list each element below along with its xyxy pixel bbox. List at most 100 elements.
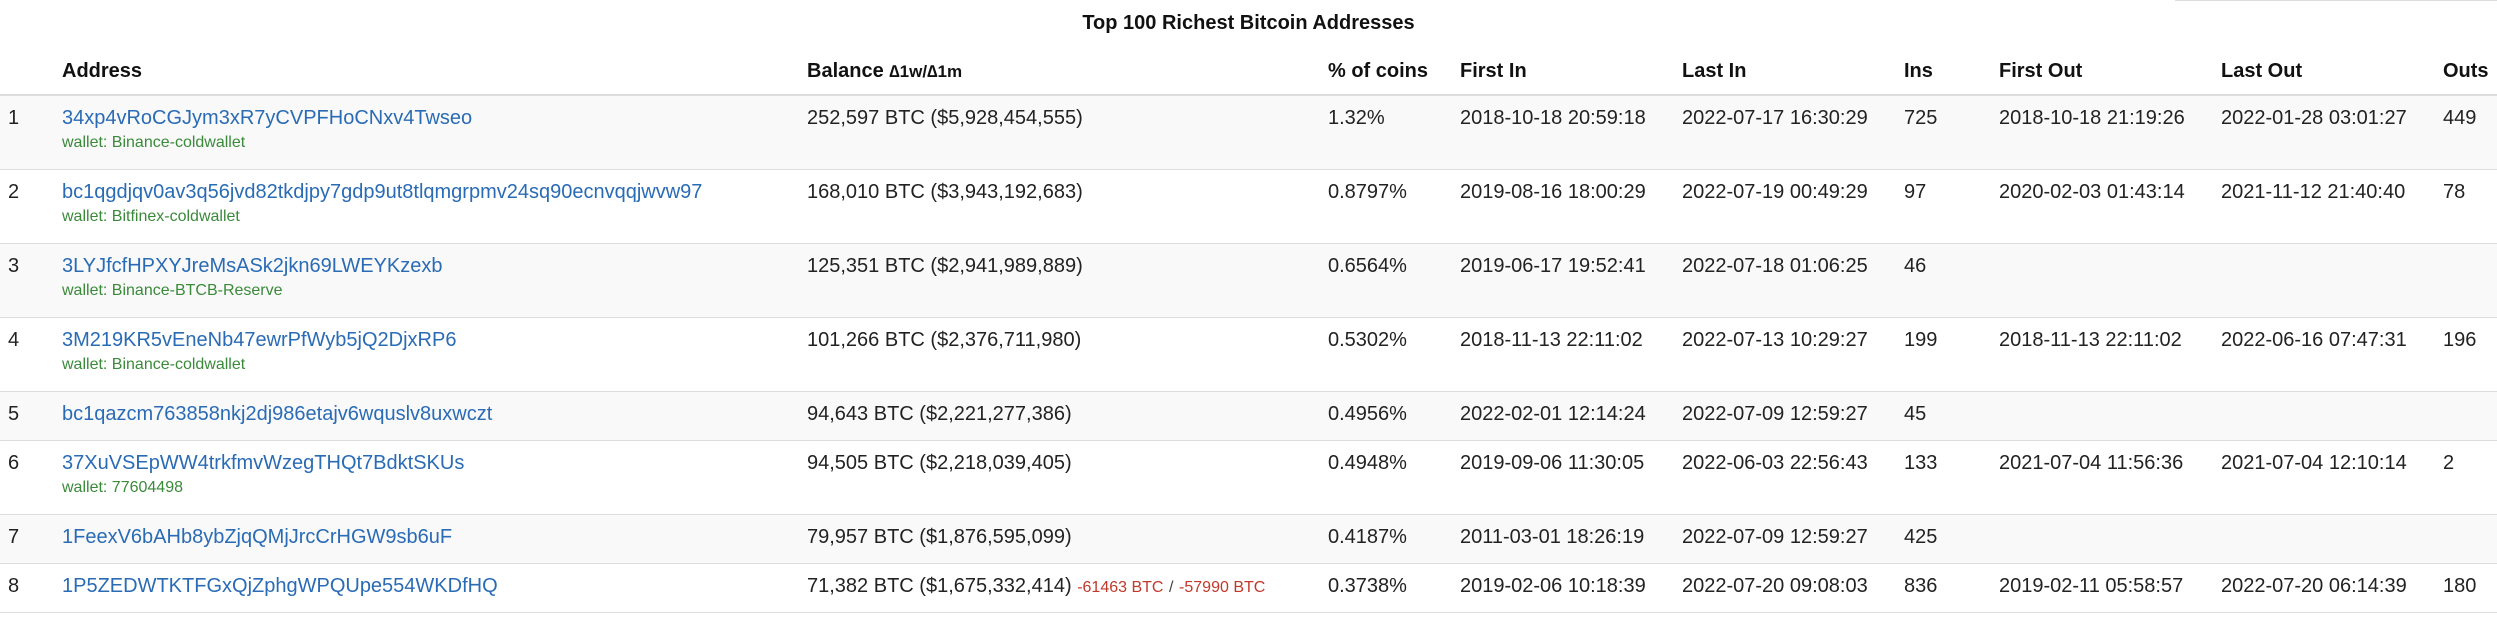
pct-value: 0.4956% <box>1328 403 1407 425</box>
col-balance-header[interactable]: Balance ∆1w/∆1m <box>799 48 1320 96</box>
outs-value: 2 <box>2443 452 2455 474</box>
outs-value: 196 <box>2443 329 2477 351</box>
first-out-value <box>1999 515 2205 526</box>
wallet-link[interactable]: wallet: 77604498 <box>62 479 183 496</box>
outs-value <box>2443 515 2489 526</box>
col-first-in-header[interactable]: First In <box>1452 48 1674 96</box>
first-out-value: 2019-02-11 05:58:57 <box>1999 575 2184 597</box>
last-out-value: 2022-07-20 06:14:39 <box>2221 575 2407 597</box>
address-link[interactable]: 1FeexV6bAHb8ybZjqQMjJrcCrHGW9sb6uF <box>62 526 453 548</box>
last-in-value: 2022-07-09 12:59:27 <box>1682 526 1868 548</box>
first-out-value <box>1999 244 2205 255</box>
wallet-link[interactable]: wallet: Binance-coldwallet <box>62 134 246 151</box>
address-link[interactable]: 3LYJfcfHPXYJreMsASk2jkn69LWEYKzexb <box>62 255 443 277</box>
table-caption: Top 100 Richest Bitcoin Addresses <box>1082 12 1415 34</box>
balance-cell: 71,382 BTC ($1,675,332,414) -61463 BTC /… <box>807 564 1312 598</box>
pct-value: 0.8797% <box>1328 181 1407 203</box>
row-rank: 7 <box>8 526 20 548</box>
first-in-value: 2019-08-16 18:00:29 <box>1460 181 1646 203</box>
last-in-value: 2022-07-20 09:08:03 <box>1682 575 1868 597</box>
col-ins-header[interactable]: Ins <box>1896 48 1991 96</box>
first-in-value: 2011-03-01 18:26:19 <box>1460 526 1645 548</box>
top-border-line <box>2175 0 2497 1</box>
col-outs-header[interactable]: Outs <box>2435 48 2497 96</box>
outs-value <box>2443 392 2489 403</box>
col-last-in-header[interactable]: Last In <box>1674 48 1896 96</box>
ins-value: 725 <box>1904 107 1938 129</box>
balance-value: 125,351 BTC ($2,941,989,889) <box>807 255 1083 277</box>
first-out-value: 2018-11-13 22:11:02 <box>1999 329 2182 351</box>
table-row: 8 1P5ZEDWTKTFGxQjZphgWPQUpe554WKDfHQ 71,… <box>0 563 2497 613</box>
outs-value: 180 <box>2443 575 2477 597</box>
first-in-value: 2019-06-17 19:52:41 <box>1460 255 1646 277</box>
address-link[interactable]: 1P5ZEDWTKTFGxQjZphgWPQUpe554WKDfHQ <box>62 575 498 597</box>
address-link[interactable]: 3M219KR5vEneNb47ewrPfWyb5jQ2DjxRP6 <box>62 329 457 351</box>
table-row: 7 1FeexV6bAHb8ybZjqQMjJrcCrHGW9sb6uF 79,… <box>0 514 2497 564</box>
col-balance-label: Balance <box>807 59 884 82</box>
outs-value: 78 <box>2443 181 2466 203</box>
ins-value: 45 <box>1904 403 1927 425</box>
pct-value: 0.6564% <box>1328 255 1407 277</box>
table-row: 6 37XuVSEpWW4trkfmvWzegTHQt7BdktSKUs wall… <box>0 440 2497 515</box>
rich-list-table: Address Balance ∆1w/∆1m % of coins First… <box>0 48 2497 613</box>
ins-value: 97 <box>1904 181 1927 203</box>
last-out-value: 2022-06-16 07:47:31 <box>2221 329 2407 351</box>
row-rank: 1 <box>8 107 20 129</box>
outs-value: 449 <box>2443 107 2477 129</box>
ins-value: 836 <box>1904 575 1938 597</box>
first-out-value: 2021-07-04 11:56:36 <box>1999 452 2184 474</box>
pct-value: 0.3738% <box>1328 575 1407 597</box>
balance-value: 71,382 BTC ($1,675,332,414) <box>807 575 1072 597</box>
col-pct-header[interactable]: % of coins <box>1320 48 1452 96</box>
first-in-value: 2022-02-01 12:14:24 <box>1460 403 1646 425</box>
ins-value: 133 <box>1904 452 1938 474</box>
balance-value: 79,957 BTC ($1,876,595,099) <box>807 526 1072 548</box>
address-link[interactable]: 37XuVSEpWW4trkfmvWzegTHQt7BdktSKUs <box>62 452 465 474</box>
balance-delta-1m: -57990 BTC <box>1179 579 1266 596</box>
address-link[interactable]: bc1qazcm763858nkj2dj986etajv6wquslv8uxwc… <box>62 403 493 425</box>
table-row: 3 3LYJfcfHPXYJreMsASk2jkn69LWEYKzexb wall… <box>0 243 2497 318</box>
balance-value: 168,010 BTC ($3,943,192,683) <box>807 181 1083 203</box>
last-out-value <box>2221 392 2427 403</box>
balance-delta-separator: / <box>1169 579 1174 596</box>
col-first-out-header[interactable]: First Out <box>1991 48 2213 96</box>
table-row: 4 3M219KR5vEneNb47ewrPfWyb5jQ2DjxRP6 wall… <box>0 317 2497 392</box>
row-rank: 2 <box>8 181 20 203</box>
row-rank: 5 <box>8 403 20 425</box>
wallet-link[interactable]: wallet: Binance-BTCB-Reserve <box>62 282 283 299</box>
table-row: 2 bc1qgdjqv0av3q56jvd82tkdjpy7gdp9ut8tlq… <box>0 169 2497 244</box>
last-out-value: 2021-07-04 12:10:14 <box>2221 452 2407 474</box>
ins-value: 199 <box>1904 329 1938 351</box>
last-in-value: 2022-06-03 22:56:43 <box>1682 452 1868 474</box>
col-last-out-header[interactable]: Last Out <box>2213 48 2435 96</box>
first-out-value <box>1999 392 2205 403</box>
first-in-value: 2018-11-13 22:11:02 <box>1460 329 1643 351</box>
pct-value: 0.4187% <box>1328 526 1407 548</box>
address-link[interactable]: bc1qgdjqv0av3q56jvd82tkdjpy7gdp9ut8tlqmg… <box>62 181 703 203</box>
wallet-link[interactable]: wallet: Binance-coldwallet <box>62 356 246 373</box>
last-in-value: 2022-07-18 01:06:25 <box>1682 255 1868 277</box>
pct-value: 1.32% <box>1328 107 1385 129</box>
last-out-value: 2021-11-12 21:40:40 <box>2221 181 2406 203</box>
wallet-link[interactable]: wallet: Bitfinex-coldwallet <box>62 208 240 225</box>
header-row: Address Balance ∆1w/∆1m % of coins First… <box>0 48 2497 96</box>
last-out-value <box>2221 244 2427 255</box>
last-in-value: 2022-07-19 00:49:29 <box>1682 181 1868 203</box>
balance-value: 252,597 BTC ($5,928,454,555) <box>807 107 1083 129</box>
outs-value <box>2443 244 2489 255</box>
first-out-value: 2020-02-03 01:43:14 <box>1999 181 2185 203</box>
row-rank: 3 <box>8 255 20 277</box>
first-in-value: 2019-02-06 10:18:39 <box>1460 575 1646 597</box>
col-address-header[interactable]: Address <box>54 48 799 96</box>
table-row: 1 34xp4vRoCGJym3xR7yCVPFHoCNxv4Twseo wall… <box>0 94 2497 170</box>
balance-value: 94,505 BTC ($2,218,039,405) <box>807 452 1072 474</box>
row-rank: 4 <box>8 329 20 351</box>
row-rank: 6 <box>8 452 20 474</box>
address-link[interactable]: 34xp4vRoCGJym3xR7yCVPFHoCNxv4Twseo <box>62 107 473 129</box>
last-in-value: 2022-07-09 12:59:27 <box>1682 403 1868 425</box>
table-row: 5 bc1qazcm763858nkj2dj986etajv6wquslv8ux… <box>0 391 2497 441</box>
ins-value: 46 <box>1904 255 1927 277</box>
first-out-value: 2018-10-18 21:19:26 <box>1999 107 2185 129</box>
first-in-value: 2019-09-06 11:30:05 <box>1460 452 1645 474</box>
